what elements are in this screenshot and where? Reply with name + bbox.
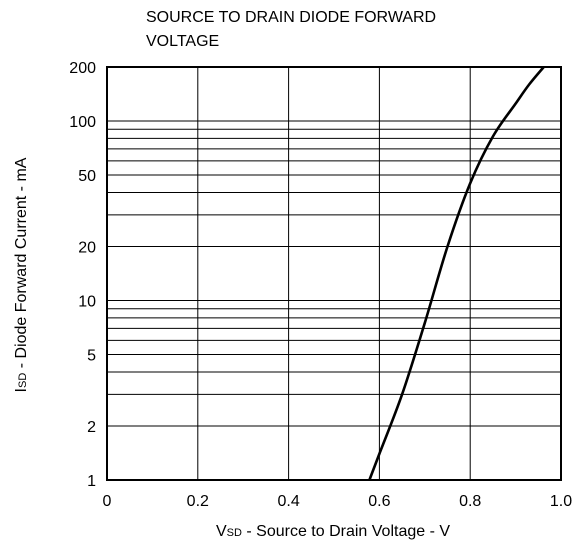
x-tick-label: 0.8	[459, 493, 481, 510]
x-axis-label-rest: - Source to Drain Voltage - V	[242, 523, 450, 540]
plot-frame	[106, 66, 562, 481]
y-tick-label: 200	[69, 60, 96, 77]
y-tick-label: 1	[87, 473, 96, 490]
series-line	[368, 66, 545, 481]
x-tick-label: 0.2	[187, 493, 209, 510]
chart-title-line-1: SOURCE TO DRAIN DIODE FORWARD	[146, 9, 436, 26]
y-tick-label: 50	[78, 168, 96, 185]
y-axis-label-sub: SD	[17, 373, 29, 388]
y-tick-label: 10	[78, 294, 96, 311]
x-axis-label-main: V	[216, 523, 227, 540]
grid-layer	[107, 67, 561, 480]
x-tick-label: 0.4	[277, 493, 299, 510]
y-axis-label-main: I	[13, 388, 30, 392]
series-layer	[368, 66, 545, 481]
x-axis-label: VSD - Source to Drain Voltage - V	[216, 523, 450, 540]
y-tick-label: 5	[87, 348, 96, 365]
chart-title-line-2: VOLTAGE	[146, 33, 219, 50]
x-tick-label: 0	[103, 493, 112, 510]
tick-labels: 0 0.2 0.4 0.6 0.8 1.0 1 2 5 10 20 50 100 200	[69, 60, 572, 510]
x-tick-label: 1.0	[550, 493, 572, 510]
y-tick-label: 100	[69, 114, 96, 131]
y-axis-label: ISD - Diode Forward Current - mA	[13, 157, 30, 392]
x-axis-label-sub: SD	[227, 527, 242, 539]
y-tick-label: 2	[87, 419, 96, 436]
x-tick-label: 0.6	[368, 493, 390, 510]
y-tick-label: 20	[78, 239, 96, 256]
y-axis-label-rest: - Diode Forward Current - mA	[13, 157, 30, 372]
